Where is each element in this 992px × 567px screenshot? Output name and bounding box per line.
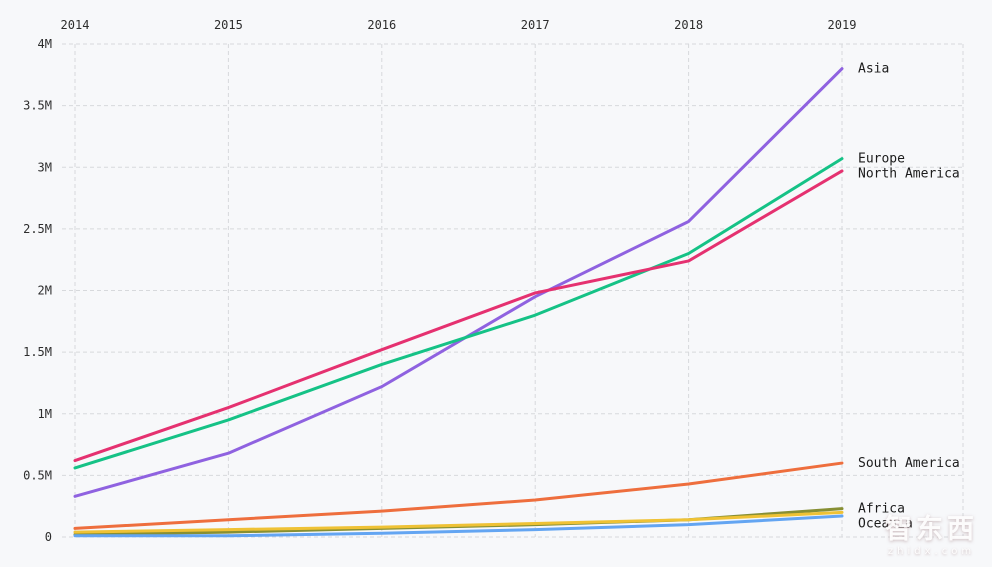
series-line-south-america [73, 461, 844, 530]
x-tick-label: 2018 [674, 18, 703, 32]
series-line-unlabeled [73, 514, 844, 538]
series-label-oceania: Oceania [858, 517, 913, 532]
x-tick-label: 2019 [828, 18, 857, 32]
y-tick-label: 2.5M [23, 222, 52, 236]
y-tick-label: 0 [45, 530, 52, 544]
y-tick-label: 4M [38, 37, 52, 51]
series-label-asia: Asia [858, 62, 889, 77]
y-tick-label: 3M [38, 160, 52, 174]
x-tick-label: 2015 [214, 18, 243, 32]
y-tick-label: 1M [38, 407, 52, 421]
series-label-europe: Europe [858, 152, 905, 167]
x-tick-label: 2016 [367, 18, 396, 32]
series-line-oceania [73, 510, 844, 534]
series-label-south-america: South America [858, 456, 960, 471]
y-tick-label: 1.5M [23, 345, 52, 359]
y-tick-label: 2M [38, 284, 52, 298]
series-label-africa: Africa [858, 502, 905, 517]
series-line-asia [73, 67, 844, 498]
series-line-north-america [73, 169, 844, 463]
series-line-europe [73, 157, 844, 470]
series-label-north-america: North America [858, 167, 960, 182]
x-tick-label: 2014 [61, 18, 90, 32]
y-tick-label: 0.5M [23, 468, 52, 482]
y-tick-label: 3.5M [23, 99, 52, 113]
x-tick-label: 2017 [521, 18, 550, 32]
